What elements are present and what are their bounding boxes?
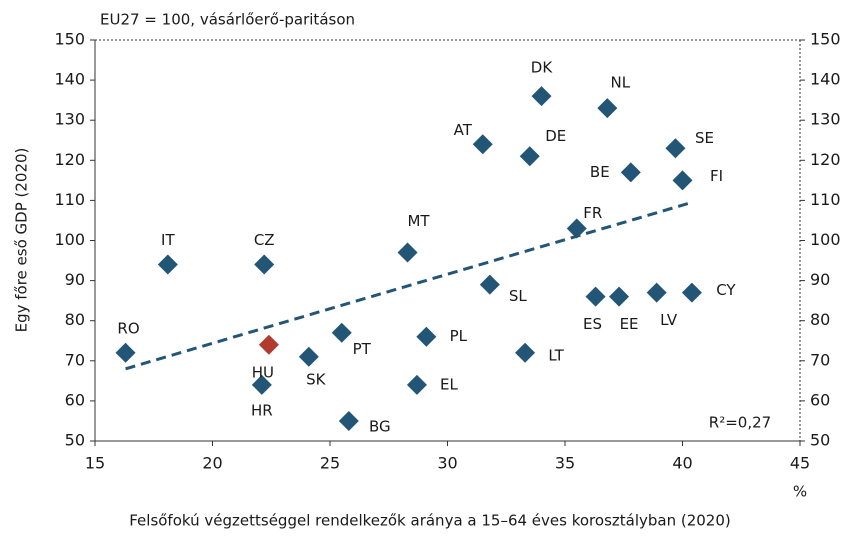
point [620, 162, 641, 183]
point-label: EL [440, 375, 458, 393]
y-tick-label: 90 [65, 270, 85, 289]
point [397, 242, 418, 263]
x-unit: % [793, 483, 807, 501]
x-tick-label: 35 [555, 454, 575, 473]
y-tick-label: 60 [65, 390, 85, 409]
point [609, 286, 630, 307]
y-tick-label: 70 [65, 350, 85, 369]
y-tick-label: 120 [54, 150, 85, 169]
point-label: IT [161, 231, 175, 249]
y-tick-label: 80 [65, 310, 85, 329]
point [646, 282, 667, 303]
x-tick-label: 30 [437, 454, 457, 473]
point-label: HU [252, 363, 274, 381]
y-tick-label: 110 [54, 190, 85, 209]
point-label: SL [509, 287, 528, 305]
point-label: SE [695, 129, 714, 147]
point [597, 98, 618, 119]
point-label: RO [117, 319, 139, 337]
point [298, 346, 319, 367]
point-label: SK [306, 370, 327, 388]
point-label: LT [548, 346, 564, 364]
y2-tick-label: 140 [810, 70, 841, 89]
point-label: DK [531, 59, 554, 77]
point-label: NL [611, 74, 631, 92]
point-label: DE [545, 127, 566, 145]
y-tick-label: 150 [54, 30, 85, 49]
point [519, 146, 540, 167]
x-axis-label: Felsőfokú végzettséggel rendelkezők arán… [129, 512, 731, 530]
point-label: CY [716, 281, 736, 299]
point-label: BG [369, 417, 391, 435]
point-label: HR [251, 401, 273, 419]
x-tick-label: 40 [672, 454, 692, 473]
y2-tick-label: 110 [810, 190, 841, 209]
point [665, 138, 686, 159]
x-tick-label: 15 [85, 454, 105, 473]
y-tick-label: 100 [54, 230, 85, 249]
point [331, 322, 352, 343]
y-tick-label: 130 [54, 110, 85, 129]
subtitle: EU27 = 100, vásárlőerő-paritáson [100, 11, 355, 29]
point-label: PT [353, 340, 372, 358]
x-tick-label: 45 [790, 454, 810, 473]
point [585, 286, 606, 307]
y-axis-label: Egy főre eső GDP (2020) [13, 148, 31, 333]
point [479, 274, 500, 295]
y2-tick-label: 50 [810, 431, 830, 450]
y2-tick-label: 120 [810, 150, 841, 169]
point [672, 170, 693, 191]
point-label: EE [620, 315, 639, 333]
point-label: CZ [254, 231, 275, 249]
point [472, 134, 493, 155]
y-tick-label: 140 [54, 70, 85, 89]
point-label: ES [583, 315, 602, 333]
point-label: LV [660, 311, 678, 329]
point [531, 86, 552, 107]
point-label: FR [583, 204, 602, 222]
y2-tick-label: 100 [810, 230, 841, 249]
point [338, 410, 359, 431]
x-tick-label: 20 [202, 454, 222, 473]
point-label: BE [590, 163, 610, 181]
y2-tick-label: 150 [810, 30, 841, 49]
y2-tick-label: 80 [810, 310, 830, 329]
y2-tick-label: 90 [810, 270, 830, 289]
point [515, 342, 536, 363]
point [115, 342, 136, 363]
y2-tick-label: 60 [810, 390, 830, 409]
point [681, 282, 702, 303]
point [254, 254, 275, 275]
point-label: AT [454, 121, 473, 139]
point-label: FI [710, 167, 723, 185]
point [157, 254, 178, 275]
y2-tick-label: 70 [810, 350, 830, 369]
point-label: PL [450, 327, 468, 345]
point [406, 374, 427, 395]
x-tick-label: 25 [320, 454, 340, 473]
y2-tick-label: 130 [810, 110, 841, 129]
point [566, 218, 587, 239]
y-tick-label: 50 [65, 431, 85, 450]
point-label: MT [407, 212, 430, 230]
trendline [125, 200, 693, 371]
annotation: R²=0,27 [709, 414, 771, 432]
point [258, 334, 279, 355]
point [251, 374, 272, 395]
point [416, 326, 437, 347]
